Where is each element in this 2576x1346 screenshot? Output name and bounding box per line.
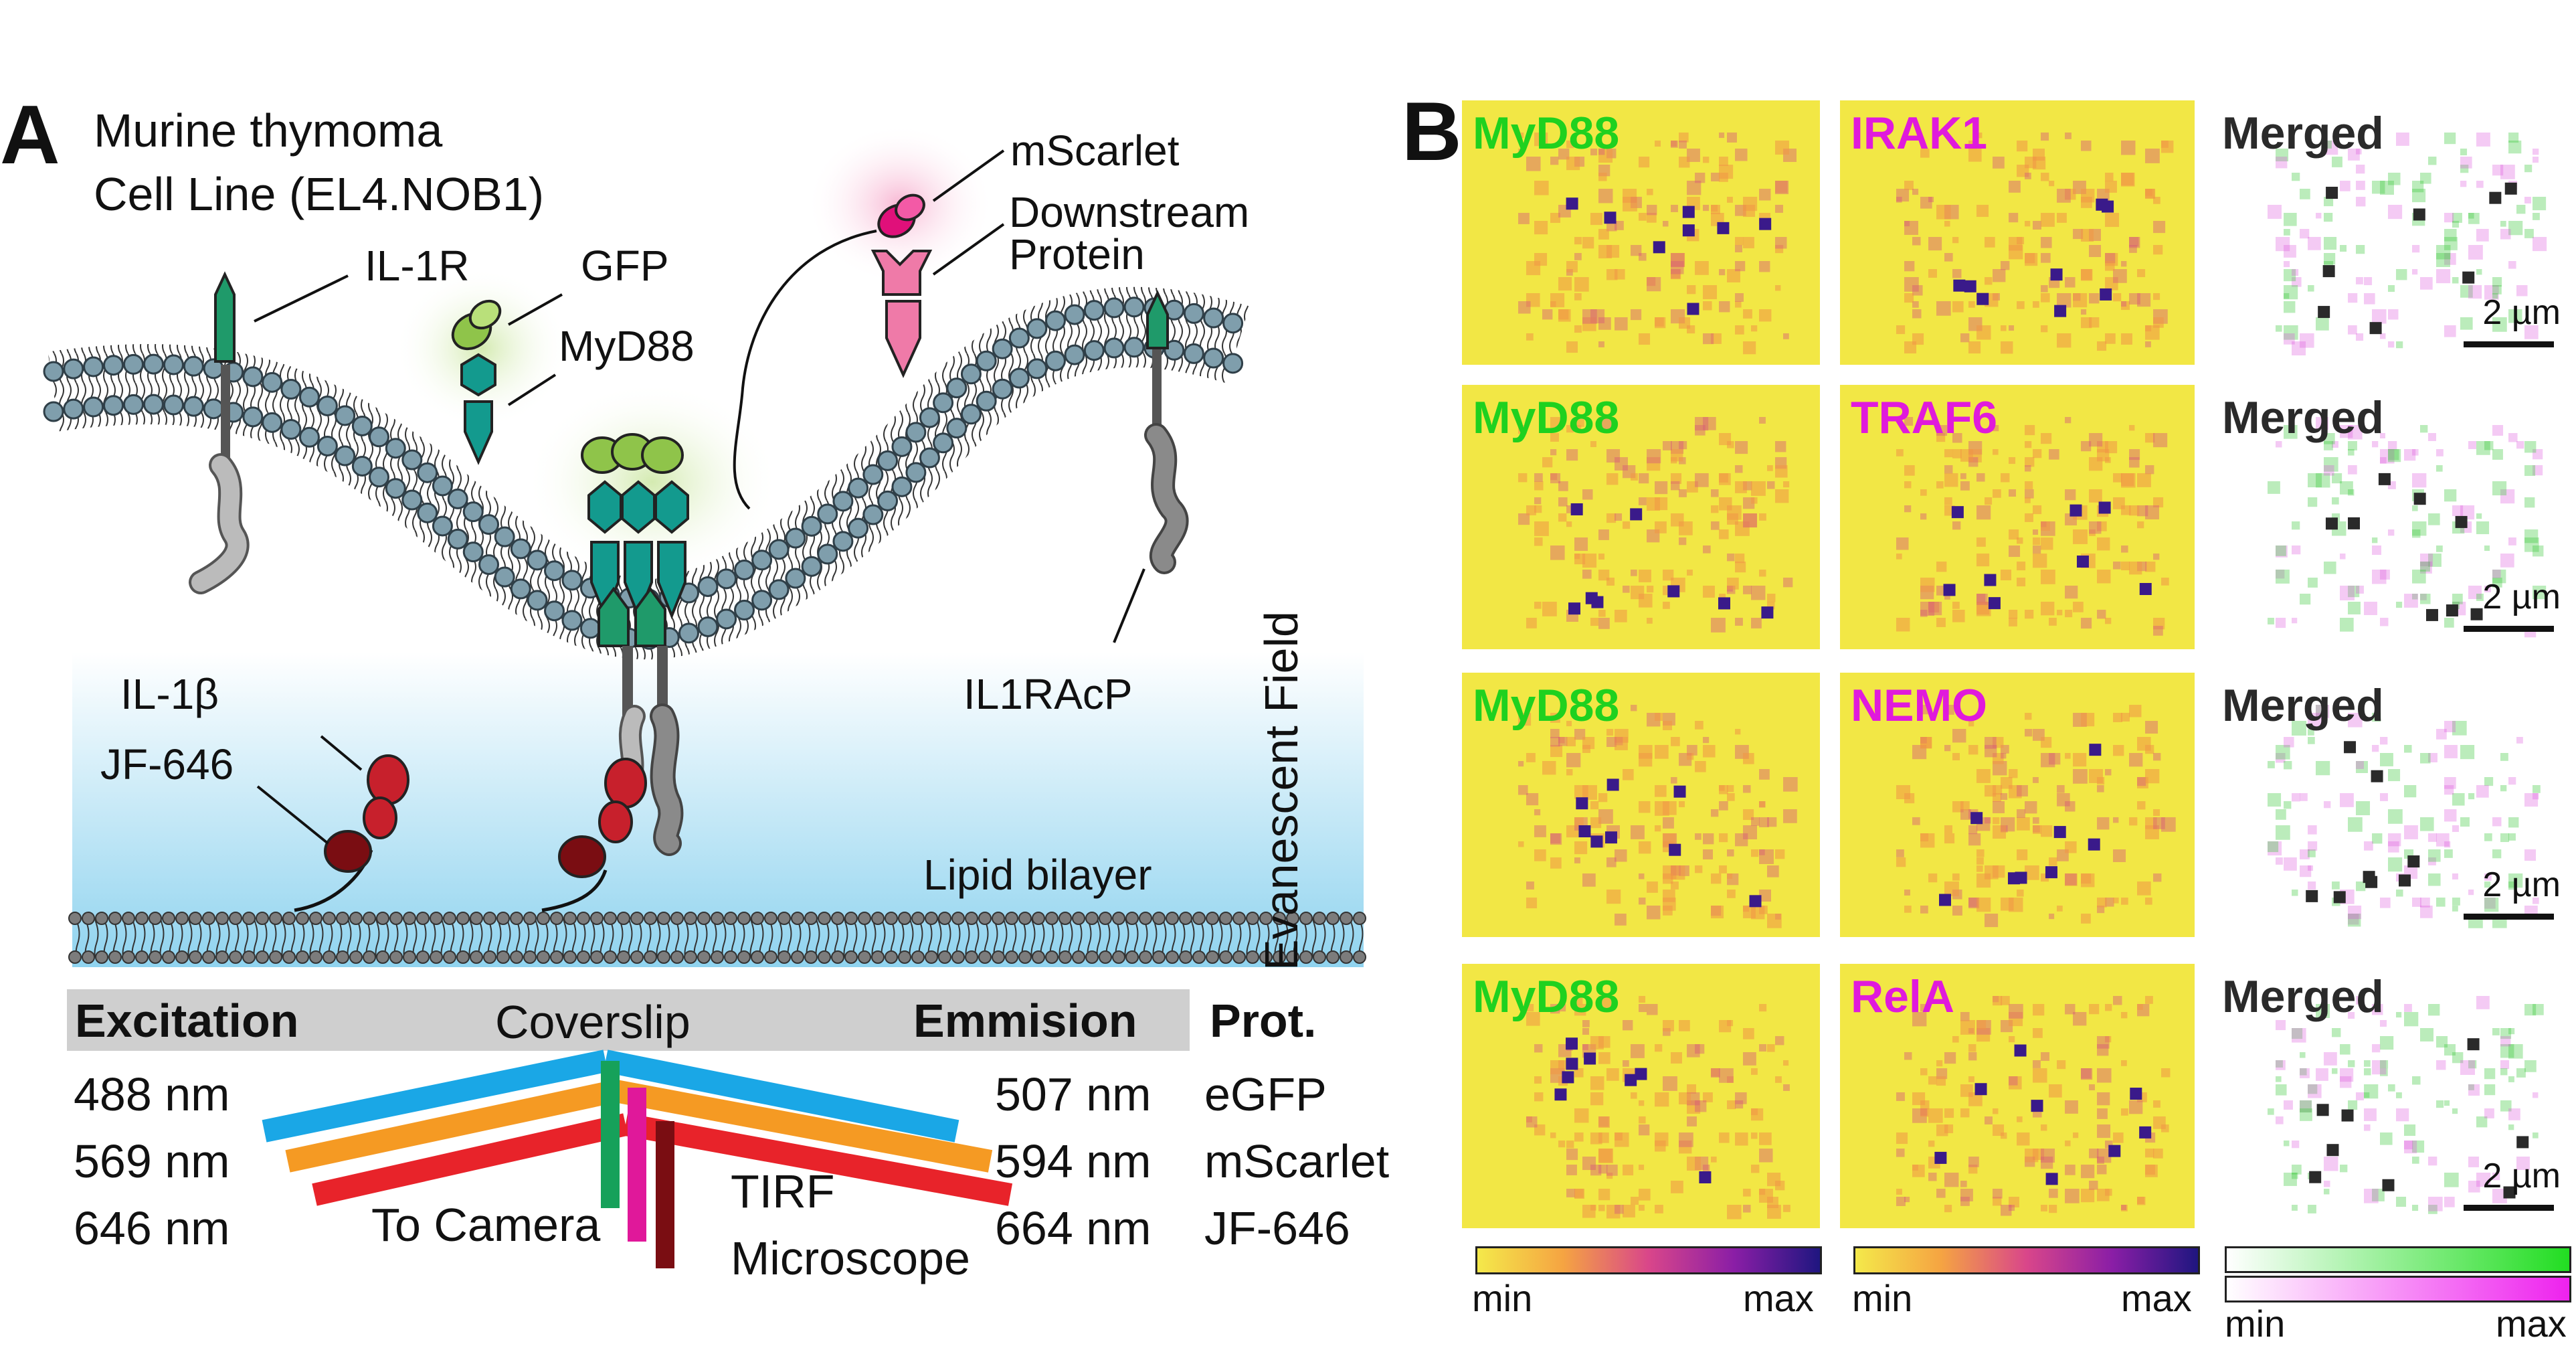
beam-569-excitation [285, 1080, 618, 1173]
excitation-488: 488 nm [74, 1068, 230, 1120]
tile-row1-left: MyD88 [1462, 100, 1820, 365]
protein-mscarlet: mScarlet [1204, 1135, 1390, 1187]
colorbar-mid-min: min [1852, 1277, 1913, 1319]
tile-row3-left: MyD88 [1462, 673, 1820, 937]
protein-egfp: eGFP [1204, 1068, 1327, 1120]
panel-a-letter: A [0, 89, 60, 181]
tile-row1-merged: Merged 2 µm [2211, 100, 2573, 365]
protein-header: Prot. [1210, 995, 1317, 1047]
excitation-569: 569 nm [74, 1135, 230, 1187]
tile-label-myd88: MyD88 [1473, 108, 1620, 159]
tile-row4-right: RelA [1840, 964, 2195, 1228]
colorbar-mid-max: max [2121, 1277, 2192, 1319]
emission-magenta-path [628, 1088, 646, 1242]
colorbar-right-max: max [2496, 1302, 2567, 1345]
tile-label-myd88: MyD88 [1473, 971, 1620, 1022]
label-downstream-line1: Downstream [1009, 188, 1250, 236]
tile-label-partner: IRAK1 [1851, 108, 1988, 159]
scale-bar-label: 2 µm [2482, 293, 2561, 332]
scale-bar-label: 2 µm [2482, 865, 2561, 904]
scale-bar-label: 2 µm [2482, 578, 2561, 616]
tile-row3-right: NEMO [1840, 673, 2195, 937]
scale-bar [2464, 341, 2554, 347]
free-gfp-myd88 [451, 293, 563, 465]
label-evanescent-field: Evanescent Field [1255, 611, 1307, 971]
tile-label-merged: Merged [2222, 680, 2384, 731]
beam-488-excitation [262, 1049, 608, 1143]
colorbar-magenta [2225, 1276, 2571, 1302]
emission-664: 664 nm [995, 1202, 1152, 1254]
tile-label-myd88: MyD88 [1473, 392, 1620, 443]
emission-darkred-path [656, 1121, 674, 1268]
tile-label-merged: Merged [2222, 971, 2384, 1022]
colorbar-left-min: min [1472, 1277, 1533, 1319]
beam-646-emission [623, 1113, 1013, 1206]
emission-594: 594 nm [995, 1135, 1152, 1187]
tile-row2-right: TRAF6 [1840, 385, 2195, 649]
myddosome-cluster [581, 433, 689, 856]
emission-header: Emmision [913, 995, 1137, 1047]
gfp-glow [395, 268, 569, 428]
beam-646-excitation [312, 1113, 628, 1206]
colorbar-right-min: min [2225, 1302, 2286, 1345]
cell-line-title-line1: Murine thymoma [94, 104, 443, 157]
tile-row4-merged: Merged 2 µm [2211, 964, 2573, 1228]
colorbar-plasma-right [1853, 1246, 2200, 1274]
colorbar-plasma-left [1475, 1246, 1822, 1274]
il1r-receptor [189, 271, 349, 594]
label-il1b: IL-1β [120, 670, 219, 718]
tile-label-merged: Merged [2222, 392, 2384, 443]
tile-row2-merged: Merged 2 µm [2211, 385, 2573, 649]
tile-label-partner: NEMO [1851, 680, 1987, 731]
tile-row4-left: MyD88 [1462, 964, 1820, 1228]
tirf-label-line1: TIRF [731, 1165, 835, 1217]
excitation-646: 646 nm [74, 1202, 230, 1254]
label-jf646: JF-646 [100, 740, 234, 788]
tile-label-partner: RelA [1851, 971, 1954, 1022]
to-camera-label: To Camera [371, 1199, 601, 1251]
label-mscarlet: mScarlet [1010, 127, 1180, 175]
label-gfp: GFP [581, 242, 669, 290]
supported-lipid-bilayer [68, 912, 1366, 964]
tile-row3-merged: Merged 2 µm [2211, 673, 2573, 937]
tile-label-myd88: MyD88 [1473, 680, 1620, 731]
emission-green-path [601, 1061, 620, 1208]
il1racp-receptor [1113, 290, 1189, 643]
scale-bar [2464, 1205, 2554, 1211]
protein-jf646: JF-646 [1204, 1202, 1350, 1254]
label-myd88: MyD88 [559, 322, 695, 370]
tile-label-partner: TRAF6 [1851, 392, 1998, 443]
label-il1r: IL-1R [365, 242, 470, 290]
colorbar-left-max: max [1743, 1277, 1814, 1319]
beam-569-emission [613, 1080, 993, 1173]
tile-row2-left: MyD88 [1462, 385, 1820, 649]
colorbar-green [2225, 1246, 2571, 1273]
tirf-beams [262, 1049, 1013, 1268]
tile-row1-right: IRAK1 [1840, 100, 2195, 365]
scale-bar [2464, 626, 2554, 632]
excitation-header: Excitation [75, 995, 299, 1047]
optics-header-bar [67, 989, 1190, 1051]
scale-bar [2464, 914, 2554, 920]
label-lipid-bilayer: Lipid bilayer [923, 851, 1152, 899]
tirf-label-line2: Microscope [731, 1232, 970, 1284]
il1b-ligand-bound [541, 758, 647, 912]
cell-line-title-line2: Cell Line (EL4.NOB1) [94, 168, 545, 220]
label-downstream-line2: Protein [1009, 230, 1145, 278]
cluster-glow [525, 382, 779, 582]
label-il1racp: IL1RAcP [963, 670, 1133, 718]
emission-507: 507 nm [995, 1068, 1152, 1120]
panel-b-letter: B [1402, 86, 1462, 178]
tile-label-merged: Merged [2222, 108, 2384, 159]
beam-488-emission [603, 1049, 959, 1143]
panel-a-diagram [43, 124, 1366, 1268]
scale-bar-label: 2 µm [2482, 1157, 2561, 1195]
il1b-ligand-left [256, 735, 409, 912]
coverslip-label: Coverslip [495, 996, 691, 1048]
mscarlet-downstream-protein [733, 149, 1005, 510]
